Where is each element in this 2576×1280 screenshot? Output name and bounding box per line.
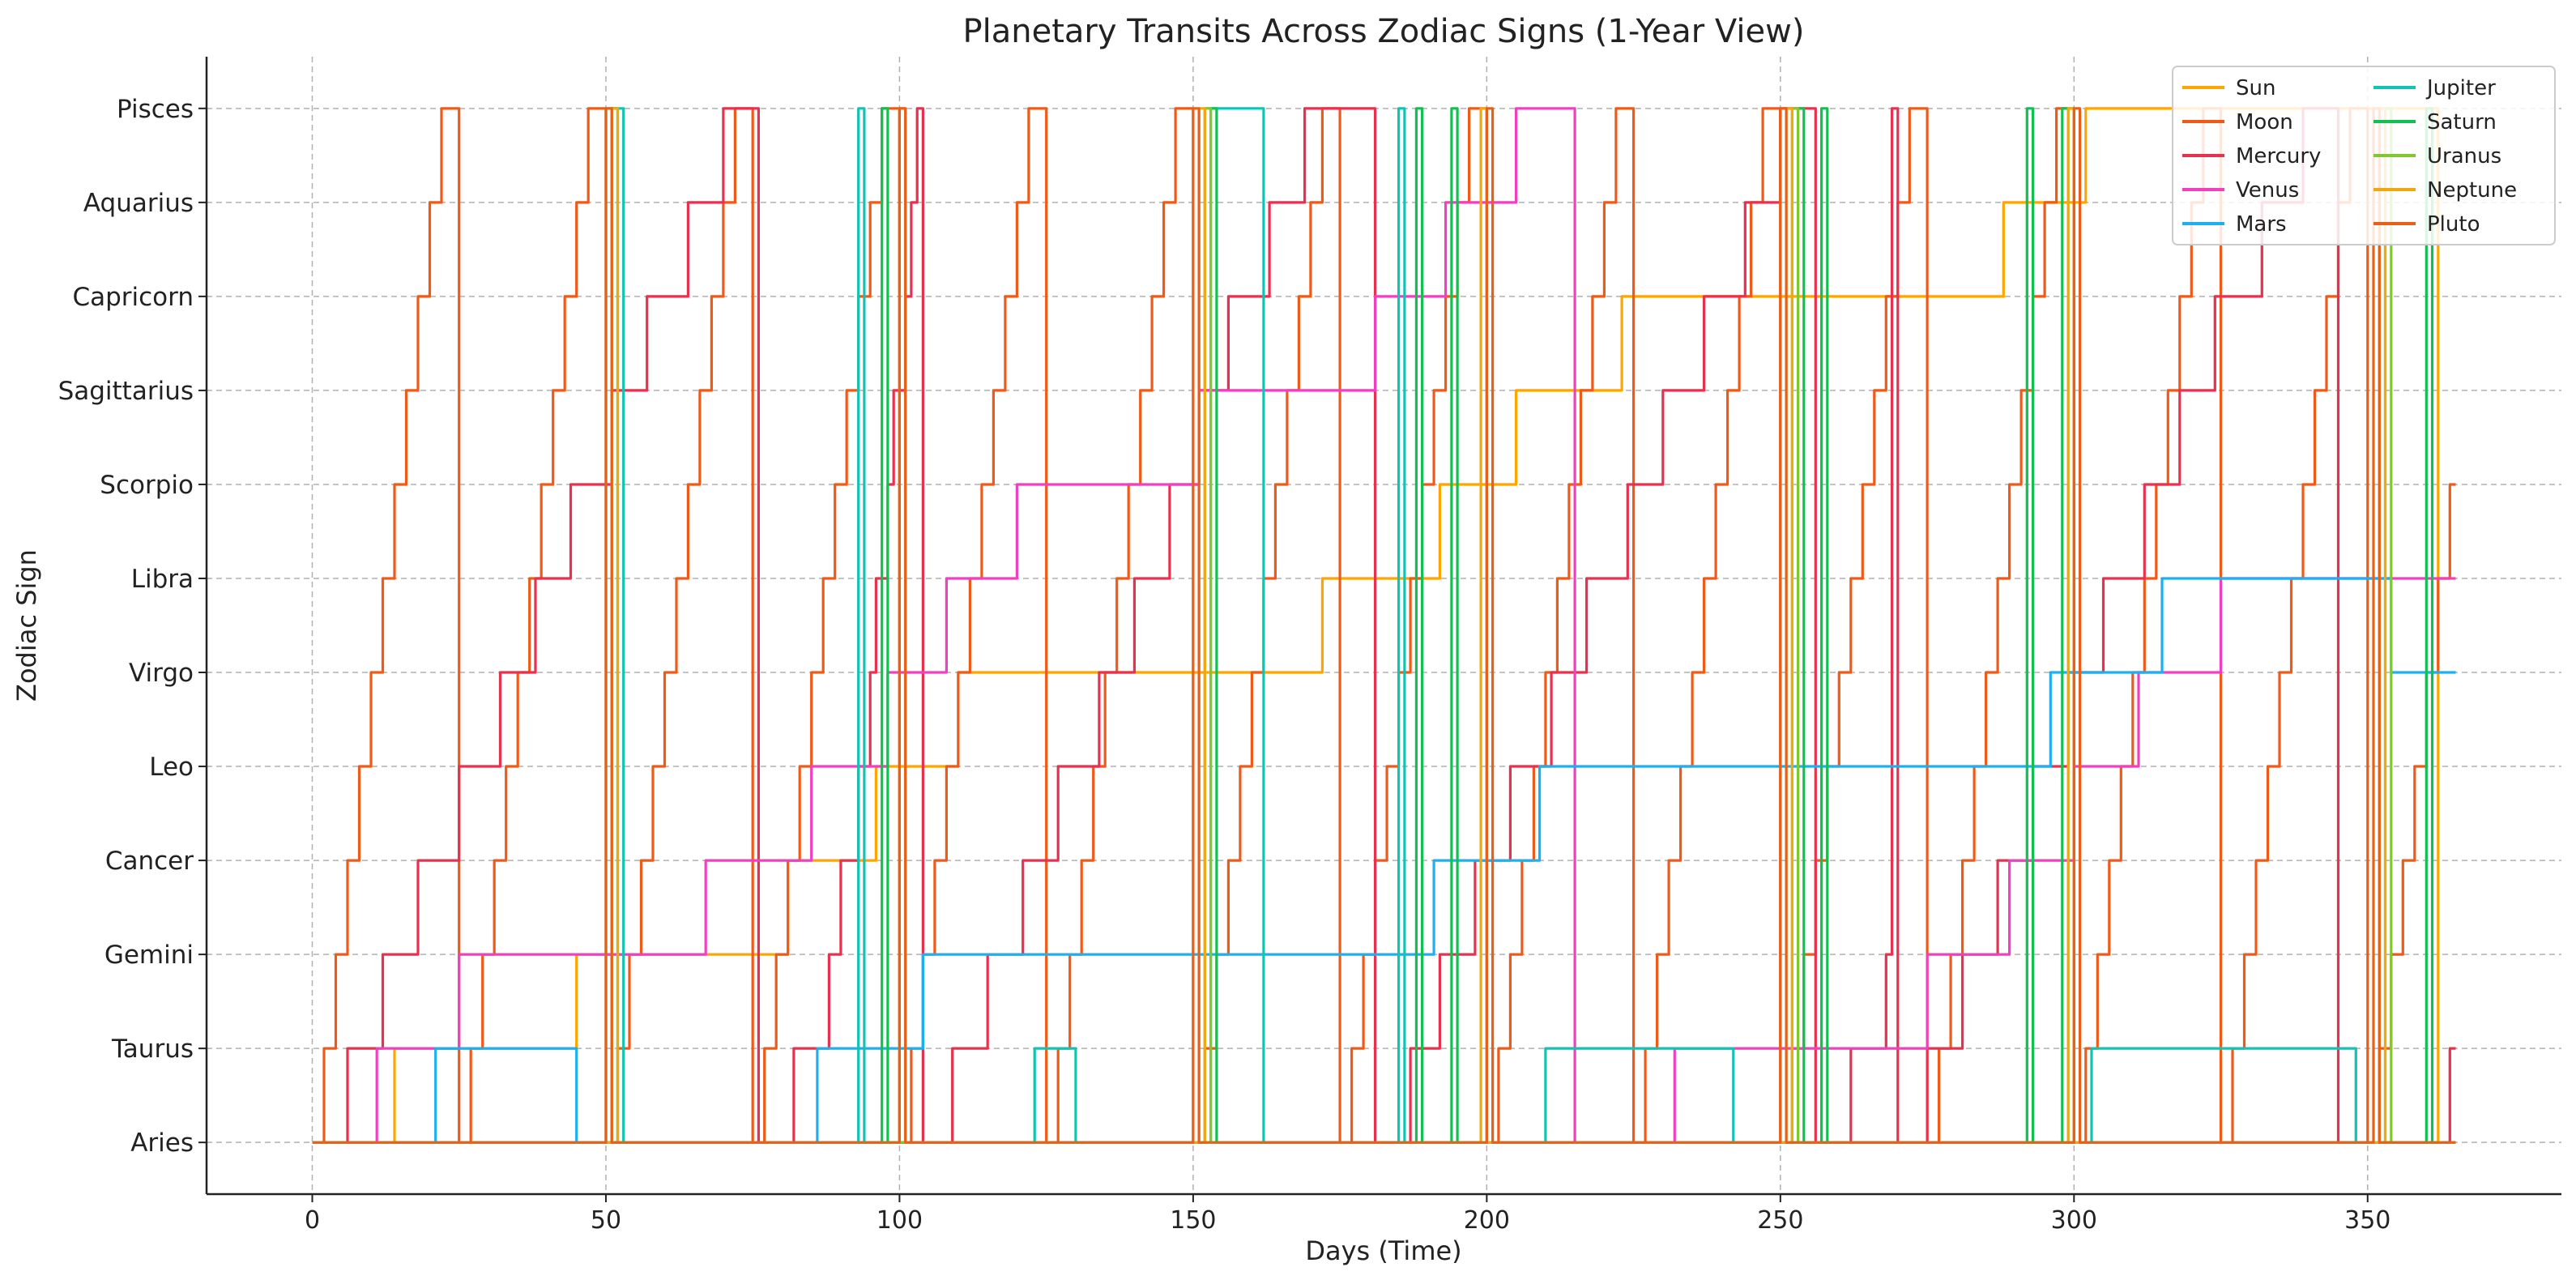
x-tick-label: 100	[876, 1206, 923, 1235]
x-axis-ticks: 0 50 100 150 200 250 300 350	[305, 1194, 2390, 1235]
y-tick-label: Pisces	[117, 95, 194, 124]
y-tick-label: Virgo	[129, 659, 194, 688]
series-line-sun	[312, 107, 2456, 1144]
y-tick-label: Gemini	[104, 941, 194, 970]
legend-label-venus: Venus	[2236, 178, 2299, 203]
chart-title: Planetary Transits Across Zodiac Signs (…	[963, 13, 1805, 50]
series-line-venus	[312, 107, 2456, 1144]
y-tick-label: Capricorn	[72, 283, 194, 312]
y-tick-label: Sagittarius	[58, 377, 194, 406]
series-line-mars	[312, 577, 2456, 1144]
x-tick-label: 200	[1464, 1206, 1510, 1235]
series-line-moon	[312, 107, 2456, 1144]
legend: Sun Moon Mercury Venus Mars Jupiter Saturn Uran…	[2172, 66, 2556, 245]
y-tick-label: Aries	[130, 1129, 194, 1158]
series-line-neptune	[312, 107, 2456, 1144]
x-tick-label: 250	[1757, 1206, 1803, 1235]
legend-label-mars: Mars	[2236, 212, 2287, 237]
y-axis-ticks: Aries Taurus Gemini Cancer Leo Virgo Libra Scor…	[58, 95, 207, 1158]
y-tick-label: Scorpio	[100, 471, 194, 500]
series-line-saturn	[312, 107, 2456, 1144]
legend-label-saturn: Saturn	[2427, 110, 2497, 134]
series-line-uranus	[312, 107, 2456, 1144]
x-tick-label: 300	[2051, 1206, 2097, 1235]
legend-label-moon: Moon	[2236, 110, 2293, 134]
y-tick-label: Leo	[149, 753, 194, 782]
legend-label-sun: Sun	[2236, 76, 2275, 100]
legend-label-uranus: Uranus	[2427, 144, 2501, 169]
x-tick-label: 350	[2344, 1206, 2390, 1235]
x-axis-label: Days (Time)	[1305, 1235, 1461, 1266]
legend-label-mercury: Mercury	[2236, 144, 2321, 169]
plot-area	[312, 107, 2456, 1144]
legend-box	[2172, 66, 2556, 245]
legend-label-pluto: Pluto	[2427, 212, 2480, 237]
x-tick-label: 50	[591, 1206, 621, 1235]
y-tick-label: Taurus	[111, 1035, 194, 1064]
x-tick-label: 0	[305, 1206, 320, 1235]
series-line-pluto	[312, 107, 2456, 1144]
x-tick-label: 150	[1170, 1206, 1216, 1235]
y-tick-label: Aquarius	[83, 189, 194, 218]
series-line-mercury	[312, 107, 2456, 1144]
legend-label-neptune: Neptune	[2427, 178, 2517, 203]
y-tick-label: Cancer	[105, 847, 194, 876]
y-axis-label: Zodiac Sign	[11, 549, 42, 702]
series-line-jupiter	[312, 107, 2456, 1144]
y-tick-label: Libra	[131, 565, 194, 594]
legend-label-jupiter: Jupiter	[2425, 76, 2496, 100]
